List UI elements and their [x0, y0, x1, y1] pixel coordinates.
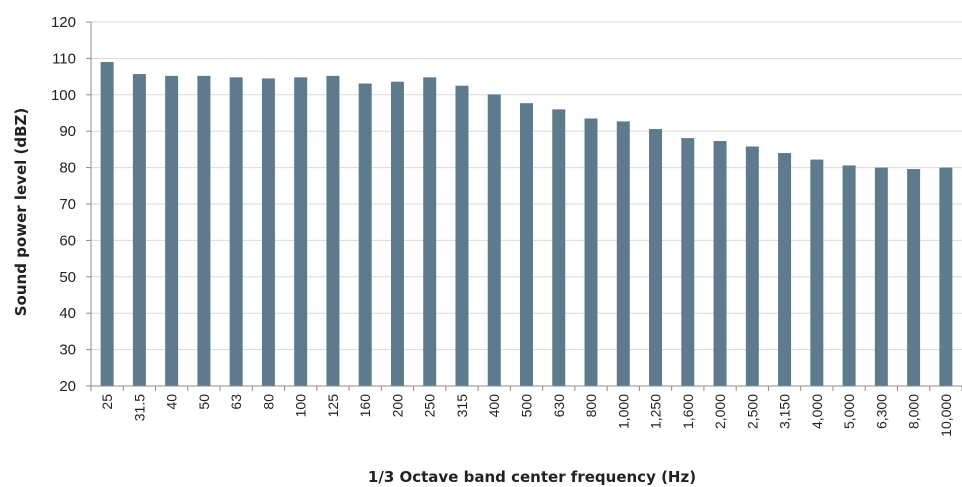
x-tick-label: 63 — [228, 394, 244, 410]
x-tick-label: 160 — [357, 394, 373, 418]
x-tick-label: 4,000 — [809, 394, 825, 429]
x-tick-label: 500 — [519, 394, 535, 418]
x-tick-label: 3,150 — [777, 394, 793, 429]
bar — [552, 109, 566, 387]
y-tick-label: 120 — [51, 14, 76, 31]
x-tick-label: 6,300 — [873, 394, 889, 429]
bar — [520, 103, 533, 386]
x-tick-label: 1,600 — [680, 394, 696, 429]
bar — [455, 85, 469, 386]
bars — [100, 62, 953, 387]
bar — [294, 77, 308, 386]
y-tick-label: 80 — [59, 160, 76, 177]
x-tick-label: 10,000 — [938, 394, 954, 437]
bar — [390, 81, 404, 387]
bar — [939, 167, 953, 386]
x-tick-label: 8,000 — [906, 394, 922, 429]
bar — [584, 118, 598, 387]
x-tick-label: 1,250 — [648, 394, 664, 429]
bar — [165, 75, 179, 386]
x-tick-label: 315 — [454, 394, 470, 418]
x-tick-label: 200 — [389, 394, 405, 418]
y-axis-title: Sound power level (dBZ) — [12, 108, 30, 317]
x-tick-label: 630 — [551, 394, 567, 418]
x-tick-label: 40 — [164, 394, 180, 410]
bar — [907, 169, 921, 386]
y-tick-label: 70 — [59, 196, 76, 213]
x-tick-label: 2,500 — [744, 394, 760, 429]
x-tick-label: 2,000 — [712, 394, 728, 429]
bar — [132, 74, 146, 386]
y-tick-label: 60 — [59, 232, 76, 249]
bar — [649, 129, 663, 387]
x-tick-label: 80 — [260, 394, 276, 410]
y-tick-label: 20 — [59, 378, 76, 395]
y-tick-label: 50 — [59, 269, 76, 286]
bar — [874, 167, 888, 386]
x-tick-label: 800 — [583, 394, 599, 418]
y-tick-labels: 20 30 40 50 60 70 80 90 100 110 120 — [51, 14, 76, 395]
bar — [487, 94, 501, 386]
y-tick-label: 100 — [51, 87, 76, 104]
bar — [713, 141, 727, 386]
x-axis-title: 1/3 Octave band center frequency (Hz) — [368, 468, 696, 486]
x-tick-label: 1,000 — [615, 394, 631, 429]
x-tick-label: 5,000 — [841, 394, 857, 429]
bar — [197, 75, 211, 386]
y-tick-label: 40 — [59, 305, 76, 322]
y-tick-label: 110 — [52, 50, 76, 67]
x-tick-label: 31.5 — [131, 394, 147, 421]
bar — [810, 159, 824, 386]
bar — [261, 78, 275, 387]
bar — [745, 146, 759, 386]
bar — [778, 153, 792, 386]
bar — [423, 77, 437, 386]
x-tick-label: 50 — [196, 394, 212, 410]
bar — [229, 77, 243, 386]
y-tick-label: 90 — [59, 123, 76, 140]
x-tick-label: 400 — [486, 394, 502, 418]
y-tick-label: 30 — [59, 342, 76, 359]
bar — [100, 62, 114, 386]
bar — [358, 83, 372, 387]
x-tick-label: 25 — [99, 394, 115, 410]
bar — [842, 165, 856, 386]
x-tick-label: 100 — [293, 394, 309, 418]
x-tick-label: 250 — [422, 394, 438, 418]
bar — [681, 138, 695, 386]
axes — [86, 21, 962, 391]
bar — [326, 75, 340, 386]
x-tick-label: 125 — [325, 394, 341, 418]
x-tick-labels: 25 31.5 40 50 63 80 100 125 160 200 250 315 400 500 63… — [99, 394, 954, 437]
bar — [616, 121, 630, 386]
